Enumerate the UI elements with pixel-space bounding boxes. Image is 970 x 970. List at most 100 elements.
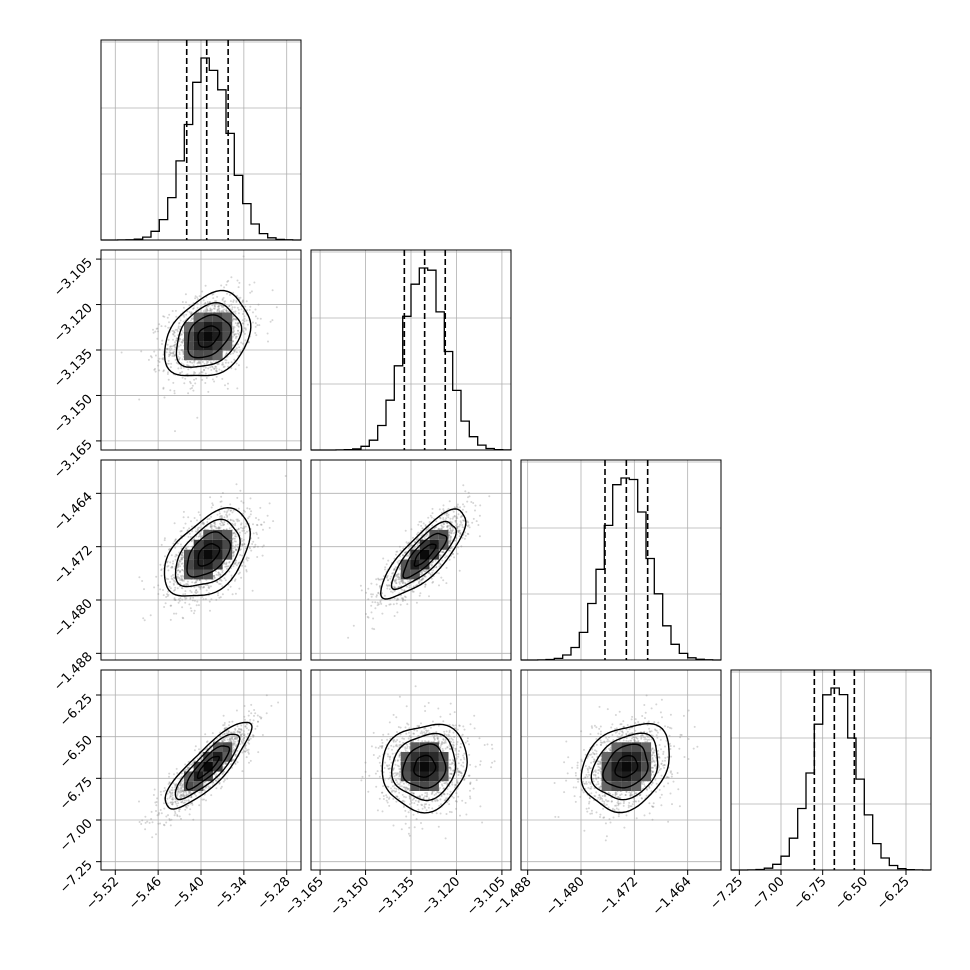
sample-point [171, 798, 173, 801]
sample-point [462, 484, 465, 487]
sample-point [388, 588, 391, 591]
sample-point [468, 526, 471, 529]
sample-point [211, 502, 214, 505]
sample-point [217, 305, 220, 308]
sample-point [174, 309, 177, 312]
sample-point [198, 791, 201, 794]
sample-point [477, 524, 480, 526]
sample-point [215, 375, 218, 378]
sample-point [195, 794, 197, 797]
sample-point [217, 574, 220, 577]
sample-point [259, 506, 262, 509]
sample-point [440, 576, 443, 579]
sample-point [371, 593, 374, 596]
sample-point [446, 524, 449, 527]
sample-point [194, 297, 197, 300]
sample-point [252, 321, 254, 324]
sample-point [235, 335, 238, 338]
sample-point [226, 292, 228, 295]
sample-point [170, 818, 173, 821]
sample-point [176, 328, 179, 331]
sample-point [179, 570, 182, 573]
sample-point [228, 513, 231, 516]
sample-point [193, 599, 196, 602]
sample-point [199, 535, 202, 538]
sample-point [185, 799, 188, 802]
sample-point [168, 347, 171, 350]
sample-point [277, 701, 280, 704]
sample-point [191, 384, 194, 387]
sample-point [234, 544, 237, 547]
sample-point [440, 524, 443, 527]
sample-point [442, 517, 445, 519]
sample-point [232, 331, 235, 334]
sample-point [230, 509, 233, 512]
sample-point [198, 360, 201, 363]
sample-point [221, 593, 224, 596]
sample-point [228, 304, 231, 307]
sample-point [183, 315, 186, 318]
density-cell [203, 529, 213, 540]
sample-point [205, 589, 208, 592]
sample-point [206, 309, 209, 312]
sample-point [172, 579, 175, 582]
sample-point [230, 361, 233, 364]
sample-point [365, 613, 367, 615]
sample-point [442, 518, 445, 521]
sample-point [227, 588, 230, 591]
sample-point [370, 611, 373, 614]
sample-point [478, 535, 481, 538]
sample-point [259, 317, 262, 320]
sample-point [233, 531, 236, 534]
sample-point [237, 286, 240, 289]
sample-point [232, 315, 235, 318]
sample-point [206, 360, 209, 363]
sample-point [191, 361, 194, 364]
sample-point [179, 319, 182, 322]
sample-point [247, 341, 250, 344]
sample-point [395, 582, 398, 584]
sample-point [189, 360, 191, 363]
sample-point [387, 559, 390, 562]
sample-point [220, 505, 223, 508]
sample-point [174, 546, 177, 549]
sample-point [179, 543, 182, 546]
sample-point [240, 526, 242, 529]
sample-point [205, 308, 208, 311]
sample-point [187, 368, 190, 371]
sample-point [243, 317, 246, 320]
sample-point [449, 529, 452, 532]
sample-point [253, 281, 256, 284]
sample-point [222, 363, 225, 366]
sample-point [192, 307, 195, 310]
sample-point [235, 564, 238, 567]
sample-point [163, 396, 166, 399]
sample-point [208, 600, 211, 603]
sample-point [162, 594, 165, 597]
sample-point [382, 557, 385, 560]
sample-point [202, 299, 205, 302]
sample-point [232, 300, 235, 303]
sample-point [252, 532, 255, 535]
sample-point [359, 584, 362, 587]
sample-point [204, 598, 207, 601]
sample-point [173, 773, 175, 776]
sample-point [235, 318, 238, 321]
sample-point [244, 328, 247, 331]
sample-point [272, 520, 275, 523]
density-cell [193, 569, 204, 580]
sample-point [450, 547, 453, 550]
sample-point [430, 563, 433, 566]
sample-point [386, 574, 389, 577]
sample-point [237, 332, 239, 335]
sample-point [238, 281, 241, 284]
sample-point [455, 515, 458, 518]
sample-point [174, 555, 177, 558]
sample-point [171, 565, 173, 568]
sample-point [140, 823, 143, 825]
sample-point [455, 519, 458, 522]
sample-point [165, 577, 168, 580]
sample-point [172, 333, 175, 335]
sample-point [393, 585, 396, 588]
sample-point [166, 565, 169, 568]
